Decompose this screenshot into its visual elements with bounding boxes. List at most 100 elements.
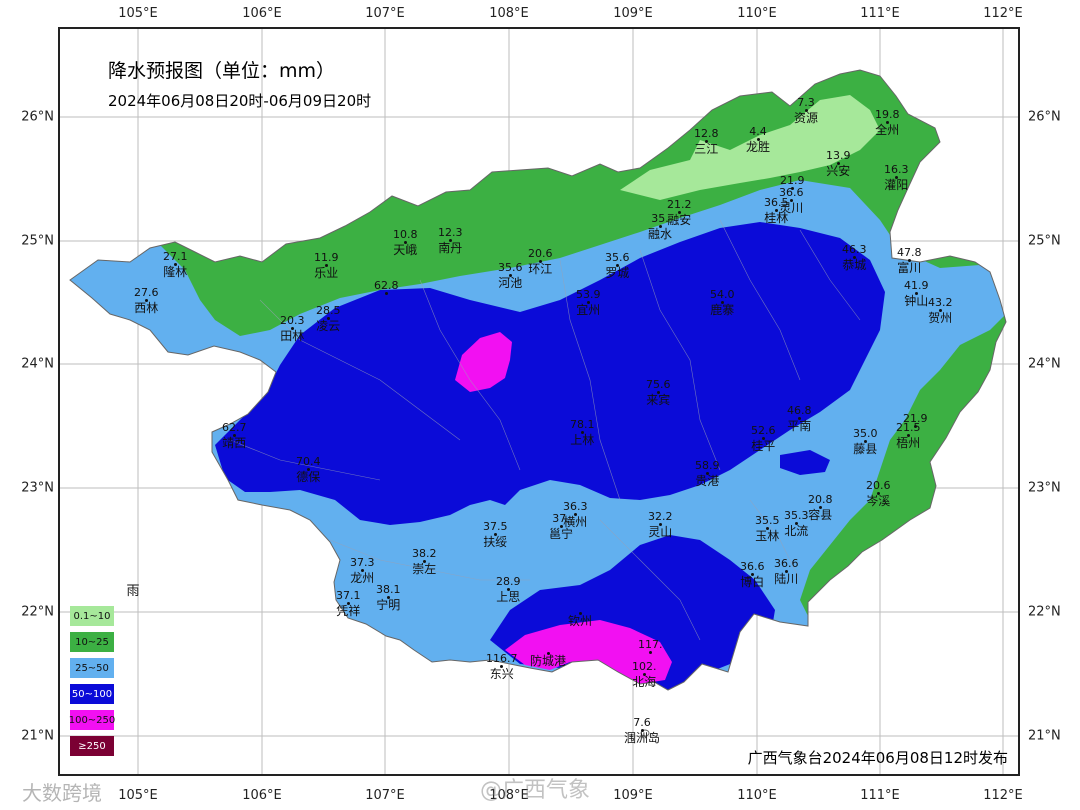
station-label: 46.3 恭城	[842, 243, 867, 272]
legend-swatch: 0.1~10	[70, 606, 114, 626]
station-label: 36.6 陆川	[774, 557, 799, 586]
station-label: 27.6 西林	[134, 286, 159, 315]
county-borders	[229, 219, 861, 641]
lat-label: 21°N	[21, 728, 54, 744]
station-label: 7.3 资源	[794, 96, 819, 125]
lat-label: 25°N	[21, 233, 54, 249]
province-outline	[69, 69, 1007, 691]
station-label: 28.5 凌云	[316, 304, 341, 333]
station-label: 7.6 涠洲岛	[624, 716, 661, 745]
issuer-text: 广西气象台2024年06月08日12时发布	[747, 749, 1008, 767]
station-label: 38.1 宁明	[376, 583, 401, 612]
band-100-250-north	[455, 332, 512, 392]
lat-label: 26°N	[21, 109, 54, 125]
station-label: 12.3 南丹	[438, 226, 463, 255]
station-label: 58.9 贵港	[695, 459, 720, 488]
station-label: 35.3 北流	[784, 509, 809, 538]
legend-item: ≥250	[70, 733, 188, 759]
legend-swatch: ≥250	[70, 736, 114, 756]
lon-label: 105°E	[118, 6, 158, 21]
lon-label: 107°E	[365, 6, 405, 21]
station-label: 54.0 鹿寨	[710, 288, 735, 317]
lat-label: 21°N	[1028, 728, 1061, 744]
station-label: 35.0 藤县	[853, 427, 878, 456]
station-label: 20.6 环江	[528, 247, 553, 276]
station-label: 36.5 桂林	[764, 196, 789, 225]
lon-label: 107°E	[365, 788, 405, 803]
station-label: 75.6 来宾	[646, 378, 671, 407]
station-label: 10.8 天峨	[393, 228, 418, 257]
lon-label: 110°E	[737, 6, 777, 21]
station-label: 32.2 灵山	[648, 510, 673, 539]
station-label: 35.5 玉林	[755, 514, 780, 543]
lat-label: 24°N	[1028, 356, 1061, 372]
legend-title: 雨	[126, 584, 140, 599]
station-label: 52.6 桂平	[751, 424, 776, 453]
lat-label: 24°N	[21, 356, 54, 372]
station-label: 38.2 崇左	[412, 547, 437, 576]
lon-label: 106°E	[242, 788, 282, 803]
station-label: 27.1 隆林	[163, 250, 188, 279]
lon-label: 109°E	[613, 6, 653, 21]
lon-label: 105°E	[118, 788, 158, 803]
legend-item: 50~100	[70, 681, 188, 707]
lat-label: 22°N	[1028, 604, 1061, 620]
band-100-250-south	[505, 620, 672, 684]
legend-swatch: 100~250	[69, 710, 115, 730]
lon-label: 110°E	[737, 788, 777, 803]
station-label: 21.5 梧州	[896, 421, 921, 450]
band-50-100	[215, 222, 885, 525]
station-label: 37.5 扶绥	[483, 520, 508, 549]
lon-label: 112°E	[983, 6, 1023, 21]
station-label: 12.8 三江	[694, 127, 719, 156]
lon-label: 111°E	[860, 788, 900, 803]
watermark-left: 大数跨境	[22, 781, 102, 805]
lat-label: 23°N	[1028, 480, 1061, 496]
station-label: 102. 北海	[632, 660, 657, 689]
lon-label: 112°E	[983, 788, 1023, 803]
station-label: 21.9	[780, 174, 805, 190]
station-label: 62.7 靖西	[222, 421, 247, 450]
station-label: 19.8 全州	[875, 108, 900, 137]
station-label: 4.4 龙胜	[746, 125, 771, 154]
station-label: 37.3 龙州	[350, 556, 375, 585]
legend-item: 10~25	[70, 629, 188, 655]
station-label: 13.9 兴安	[826, 149, 851, 178]
lon-label: 109°E	[613, 788, 653, 803]
legend: 雨 0.1~10 10~25 25~50 50~100 100~250 ≥250	[69, 580, 188, 759]
station-label: 37. 邕宁	[549, 512, 574, 541]
legend-item: 100~250	[69, 707, 188, 733]
station-label: 35.6 河池	[498, 261, 523, 290]
station-label: 20.3 田林	[280, 314, 305, 343]
station-label: 78.1 上林	[570, 418, 595, 447]
legend-item: 0.1~10	[70, 603, 188, 629]
station-label: 53.9 宜州	[576, 288, 601, 317]
lat-label: 22°N	[21, 604, 54, 620]
lat-label: 26°N	[1028, 109, 1061, 125]
legend-swatch: 10~25	[70, 632, 114, 652]
station-label: 钦州	[568, 612, 593, 628]
station-label: 21.9	[903, 412, 928, 428]
forecast-period: 2024年06月08日20时-06月09日20时	[108, 92, 372, 110]
station-label: 16.3 灌阳	[884, 163, 909, 192]
station-label: 35. 融水	[648, 212, 673, 241]
station-label: 117.	[638, 638, 663, 654]
station-label: 62.8	[374, 279, 399, 295]
station-label: 35.6 罗城	[605, 251, 630, 280]
station-label: 36.6 灵川	[779, 186, 804, 215]
station-label: 21.2 融安	[667, 198, 692, 227]
legend-swatch: 25~50	[70, 658, 114, 678]
station-label: 36.6 博白	[740, 560, 765, 589]
legend-item: 25~50	[70, 655, 188, 681]
station-label: 46.8 平南	[787, 404, 812, 433]
lat-label: 23°N	[21, 480, 54, 496]
station-label: 37.1 凭祥	[336, 589, 361, 618]
lon-label: 108°E	[489, 6, 529, 21]
station-label: 20.6 岑溪	[866, 479, 891, 508]
station-label: 47.8 富川	[897, 246, 922, 275]
lat-label: 25°N	[1028, 233, 1061, 249]
lon-label: 106°E	[242, 6, 282, 21]
station-label: 116.7 东兴	[486, 652, 518, 681]
watermark-center: @广西气象	[480, 778, 591, 803]
